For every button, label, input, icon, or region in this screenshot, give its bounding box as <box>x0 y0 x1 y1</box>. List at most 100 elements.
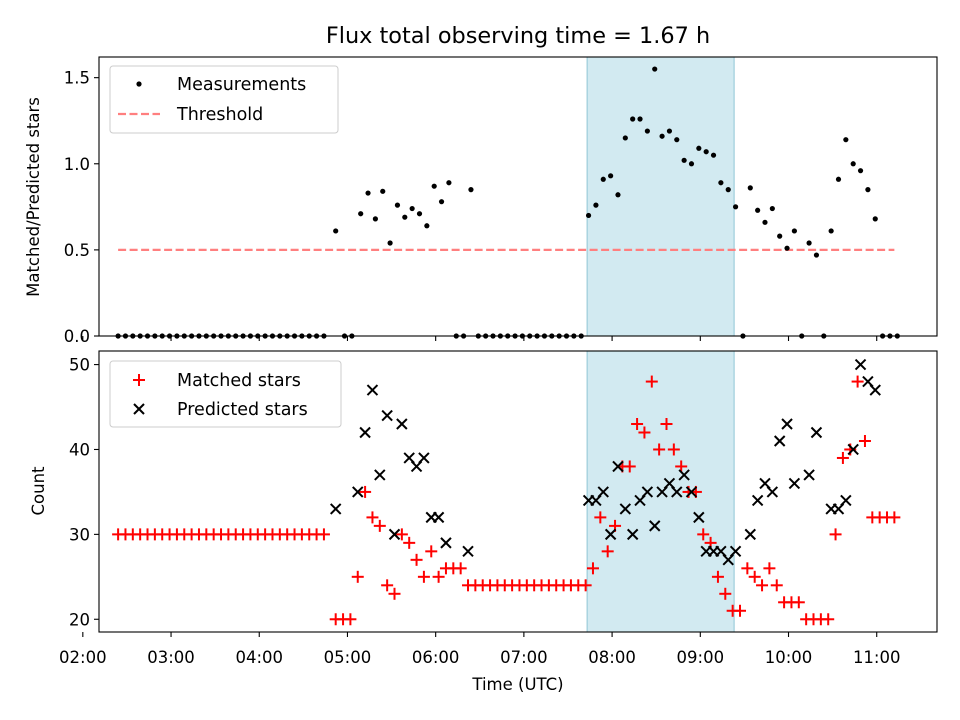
matched-star-point <box>836 451 849 464</box>
predicted-star-point <box>751 494 764 507</box>
measurement-point <box>777 233 783 239</box>
top-y-tick-label: 1.5 <box>64 69 90 88</box>
top-y-tick-label: 0.5 <box>64 241 90 260</box>
matched-star-point <box>417 570 430 583</box>
predicted-star-point <box>678 469 690 481</box>
measurement-point <box>615 192 621 198</box>
measurement-point <box>850 161 856 167</box>
measurement-point <box>791 228 797 234</box>
matched-star-point <box>792 596 805 609</box>
measurement-point <box>409 205 415 212</box>
matched-star-point <box>586 562 599 575</box>
predicted-star-point <box>810 426 823 439</box>
matched-star-point <box>388 587 401 600</box>
x-tick-label: 10:00 <box>765 648 813 667</box>
top-y-ticks: 0.0 0.5 1.0 1.5 <box>64 69 99 346</box>
bottom-plot-frame <box>98 350 938 633</box>
predicted-star-point <box>854 358 867 371</box>
x-tick-label: 03:00 <box>147 648 195 667</box>
matched-star-point <box>381 579 394 592</box>
matched-star-point <box>631 418 644 431</box>
bottom-x-ticks: 02:00 03:00 04:00 05:00 06:00 07:00 08:00 09:00… <box>59 632 901 667</box>
x-tick-label: 05:00 <box>324 648 372 667</box>
measurement-point <box>857 168 864 174</box>
bottom-y-tick-label: 20 <box>69 610 90 629</box>
top-y-tick-label: 0.0 <box>64 327 90 346</box>
matched-stars-points <box>112 375 901 626</box>
measurement-point <box>784 245 790 251</box>
measurement-point <box>652 66 658 72</box>
predicted-star-point <box>619 503 632 515</box>
measurement-point <box>608 173 614 179</box>
measurement-point <box>387 240 393 246</box>
measurement-point <box>674 137 680 143</box>
predicted-star-point <box>781 418 793 430</box>
predicted-star-point <box>803 469 815 481</box>
predicted-star-point <box>847 443 859 456</box>
top-y-tick-label: 1.0 <box>64 155 90 174</box>
top-legend-box <box>109 65 339 134</box>
measurement-point <box>644 128 650 134</box>
measurement-point <box>710 152 717 158</box>
predicted-star-point <box>396 418 408 430</box>
predicted-star-point <box>604 528 617 541</box>
matched-star-point <box>763 562 776 575</box>
legend-threshold-label: Threshold <box>176 105 263 125</box>
bottom-y-axis-label: Count <box>29 466 48 516</box>
top-y-axis-label: Matched/Predicted stars <box>24 97 43 297</box>
top-plot-frame <box>98 56 938 337</box>
predicted-star-point <box>693 511 705 524</box>
measurement-point <box>424 223 430 229</box>
measurement-point <box>806 240 812 246</box>
legend-measurements-marker <box>136 81 142 87</box>
measurement-point <box>769 205 775 212</box>
predicted-star-point <box>374 469 386 481</box>
matched-star-point <box>638 426 651 439</box>
measurement-point <box>416 211 423 217</box>
x-tick-label: 04:00 <box>235 648 283 667</box>
top-x-ticks <box>82 336 878 341</box>
matched-star-point <box>403 536 416 549</box>
x-tick-label: 11:00 <box>853 648 901 667</box>
top-panel: 0.0 0.5 1.0 1.5 Matched/Predicted stars Mea… <box>24 56 938 346</box>
predicted-star-point <box>432 511 445 524</box>
predicted-star-point <box>869 384 881 396</box>
measurement-point <box>630 116 636 122</box>
matched-star-point <box>623 460 636 473</box>
predicted-star-point <box>381 409 393 422</box>
predicted-star-point <box>840 494 852 507</box>
matched-star-point <box>432 570 445 583</box>
matched-star-point <box>410 553 423 566</box>
measurement-point <box>600 176 606 182</box>
matched-star-point <box>579 579 592 592</box>
measurement-point <box>659 133 665 139</box>
x-tick-label: 08:00 <box>588 648 636 667</box>
matched-star-point <box>373 519 386 532</box>
predicted-star-point <box>352 486 364 498</box>
matched-star-point <box>359 485 372 498</box>
top-legend: Measurements Threshold <box>109 65 339 134</box>
matched-star-point <box>719 587 732 600</box>
top-shaded-interval <box>586 56 735 337</box>
matched-star-point <box>822 613 835 626</box>
measurement-point <box>358 211 364 217</box>
predicted-star-point <box>612 460 624 473</box>
measurement-point <box>725 187 731 193</box>
measurement-point <box>696 145 702 151</box>
matched-star-point <box>667 443 680 456</box>
measurement-point <box>372 216 378 222</box>
legend-predicted-label: Predicted stars <box>177 400 308 420</box>
matched-star-point <box>851 375 864 388</box>
measurement-point <box>688 161 695 167</box>
matched-star-point <box>741 562 754 575</box>
matched-star-point <box>351 570 364 583</box>
predicted-star-point <box>440 537 452 549</box>
measurement-point <box>681 157 687 163</box>
measurement-point <box>872 216 878 222</box>
predicted-star-point <box>641 486 654 498</box>
predicted-star-point <box>626 528 639 541</box>
x-tick-label: 09:00 <box>677 648 725 667</box>
matched-star-point <box>858 434 871 447</box>
